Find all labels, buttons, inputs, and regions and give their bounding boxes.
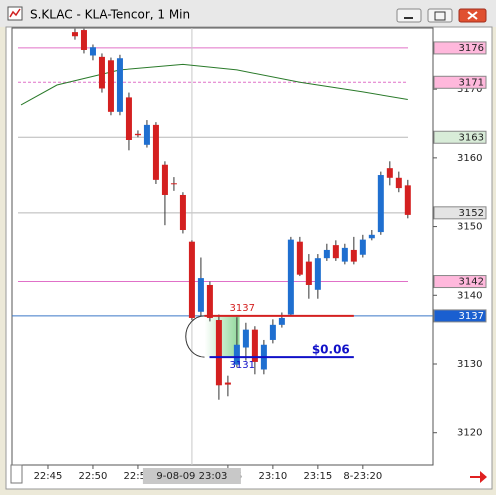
cursor-label: 9-08-09 23:03 xyxy=(156,471,227,482)
trade-fill xyxy=(204,315,240,358)
candle-body xyxy=(323,249,330,259)
scroll-right-arrow[interactable] xyxy=(470,471,487,483)
candle-body xyxy=(188,241,195,318)
level-label: 3152 xyxy=(459,208,484,219)
candle-body xyxy=(251,329,258,362)
cursor-label-box xyxy=(142,468,241,484)
chart-title: S.KLAC - KLA-Tencor, 1 Min xyxy=(30,8,190,22)
candle-body xyxy=(332,245,339,259)
candle-body xyxy=(71,32,78,37)
level-label: 3137 xyxy=(459,311,484,322)
candle-body xyxy=(143,124,150,145)
candle-body xyxy=(377,175,384,233)
x-tick-label: 8-23:20 xyxy=(343,471,382,482)
x-tick-label: 23:15 xyxy=(303,471,332,482)
candle-body xyxy=(197,278,204,312)
candle-body xyxy=(341,247,348,262)
candle-body xyxy=(350,249,357,262)
candle-body xyxy=(287,239,294,315)
maximize-button[interactable] xyxy=(427,8,453,23)
level-label: 3163 xyxy=(459,132,484,143)
y-tick-label: 3130 xyxy=(457,359,482,370)
candle-body xyxy=(215,320,222,386)
candle-body xyxy=(314,258,321,290)
moving-average xyxy=(20,63,408,106)
y-tick-label: 3170 xyxy=(457,84,482,95)
candle-body xyxy=(305,261,312,285)
candle-body xyxy=(98,56,105,89)
close-icon xyxy=(467,11,478,20)
candle-body xyxy=(206,284,213,318)
level-label-box xyxy=(433,130,487,144)
candle-body xyxy=(107,60,114,112)
candle-body xyxy=(395,177,402,189)
candle-body xyxy=(278,317,285,325)
candle-body xyxy=(161,164,168,195)
y-tick-label: 3140 xyxy=(457,290,482,301)
y-tick-label: 3160 xyxy=(457,153,482,164)
level-label: 3171 xyxy=(459,77,484,88)
candle-body xyxy=(269,324,276,340)
level-label: 3142 xyxy=(459,277,484,288)
candle-body xyxy=(242,329,249,348)
maximize-icon xyxy=(434,11,446,21)
candle-body xyxy=(404,185,411,215)
level-label-box xyxy=(433,206,487,220)
level-label-box xyxy=(433,309,487,323)
candle-body xyxy=(134,133,141,136)
candle-body xyxy=(359,239,366,255)
candle-body xyxy=(89,47,96,56)
candle-body xyxy=(152,124,159,180)
level-label-box xyxy=(433,275,487,289)
trade-exit-label: 3131 xyxy=(230,360,255,371)
level-label-box xyxy=(433,41,487,55)
window-icon-graph xyxy=(9,8,21,18)
y-tick-label: 3120 xyxy=(457,428,482,439)
candle-body xyxy=(179,194,186,231)
candle-body xyxy=(80,30,87,50)
candle-body xyxy=(170,183,177,185)
candle-body xyxy=(296,241,303,275)
x-tick-label: 23:10 xyxy=(258,471,287,482)
y-tick-label: 3150 xyxy=(457,222,482,233)
candle-body xyxy=(224,382,231,385)
x-tick-label: 22:45 xyxy=(34,471,63,482)
candle-body xyxy=(233,344,240,365)
candle-body xyxy=(125,97,132,140)
candle-body xyxy=(116,58,123,112)
trade-pnl: $0.06 xyxy=(312,343,350,357)
trade-arc xyxy=(185,315,205,358)
trade-entry-label: 3137 xyxy=(230,303,255,314)
minimize-button[interactable] xyxy=(396,8,422,23)
level-label-box xyxy=(433,75,487,89)
x-tick-label: 22:50 xyxy=(79,471,108,482)
candle-body xyxy=(386,168,393,178)
scroll-box[interactable] xyxy=(10,464,23,484)
candle-body xyxy=(368,234,375,239)
level-label: 3176 xyxy=(459,43,484,54)
x-tick-label: 22:55 xyxy=(124,471,153,482)
